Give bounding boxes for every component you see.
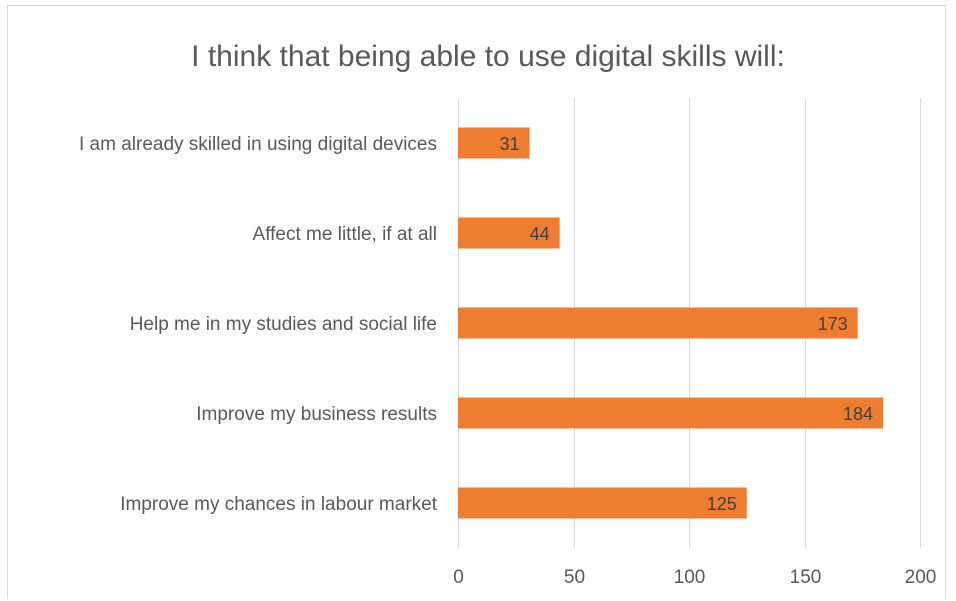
data-labels: 31 44 173 184 125: [500, 134, 873, 514]
chart-title: I think that being able to use digital s…: [191, 40, 785, 73]
category-label: Improve my chances in labour market: [120, 494, 438, 515]
category-label: I am already skilled in using digital de…: [79, 134, 437, 155]
x-tick-label: 50: [564, 567, 585, 588]
data-label: 173: [818, 314, 848, 334]
data-label: 31: [500, 134, 520, 154]
bar: [458, 307, 858, 339]
data-label: 184: [843, 404, 873, 424]
x-axis-ticks: 0 50 100 150 200: [453, 567, 936, 588]
x-tick-label: 200: [905, 567, 937, 588]
data-label: 125: [707, 494, 737, 514]
x-tick-label: 100: [674, 567, 706, 588]
bars: [458, 127, 884, 519]
category-labels: I am already skilled in using digital de…: [79, 134, 438, 515]
x-tick-label: 0: [453, 567, 464, 588]
category-label: Affect me little, if at all: [253, 224, 437, 245]
bar: [458, 127, 530, 159]
bar: [458, 217, 560, 249]
data-label: 44: [530, 224, 550, 244]
category-label: Help me in my studies and social life: [130, 314, 437, 335]
bar: [458, 487, 747, 519]
bar: [458, 397, 884, 429]
x-tick-label: 150: [790, 567, 822, 588]
category-label: Improve my business results: [196, 404, 437, 425]
